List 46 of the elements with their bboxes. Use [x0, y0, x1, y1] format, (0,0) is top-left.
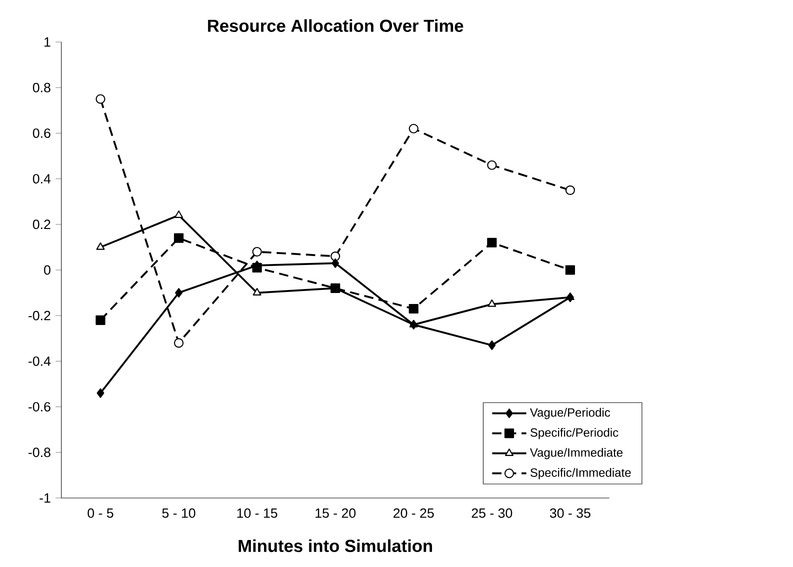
point — [96, 94, 106, 104]
point — [408, 124, 418, 134]
legend-label: Vague/Immediate — [530, 448, 623, 460]
y-tick-label: -1 — [40, 493, 50, 503]
x-tick-label: 0 - 5 — [88, 508, 114, 518]
y-tick-label: 0.4 — [32, 174, 51, 184]
point — [410, 320, 418, 330]
point — [174, 338, 184, 348]
x-axis-title: Minutes into Simulation — [238, 539, 432, 552]
y-tick-label: -0.8 — [28, 448, 50, 458]
point — [330, 283, 340, 294]
point — [332, 258, 340, 268]
x-tick-label: 5 - 10 — [162, 508, 196, 518]
x-tick-label: 15 - 20 — [316, 508, 356, 518]
legend-label: Specific/Periodic — [530, 428, 618, 440]
y-tick-label: -0.2 — [28, 310, 50, 320]
y-tick-label: -0.6 — [28, 402, 50, 412]
point — [330, 252, 340, 262]
point — [175, 288, 182, 298]
point — [174, 233, 184, 243]
point — [488, 299, 496, 307]
point — [488, 340, 496, 350]
point — [487, 238, 497, 248]
x-tick-label: 25 - 30 — [472, 508, 512, 518]
point — [252, 246, 262, 257]
point — [174, 210, 183, 218]
chart-title: Resource Allocation Over Time — [208, 19, 464, 32]
y-tick-label: -0.4 — [28, 356, 51, 366]
legend-label: Vague/Periodic — [530, 408, 610, 420]
x-tick-label: 20 - 25 — [394, 508, 434, 518]
x-tick-label: 10 - 15 — [237, 508, 278, 518]
point — [565, 185, 575, 195]
y-tick-label: 0.6 — [32, 128, 50, 138]
point — [487, 160, 497, 170]
x-tick-label: 30 - 35 — [550, 508, 590, 518]
point — [408, 304, 418, 314]
y-tick-label: 0 — [44, 265, 50, 275]
y-tick-label: 0.8 — [32, 82, 50, 92]
point — [96, 388, 104, 398]
point — [96, 315, 106, 325]
legend-label: Specific/Immediate — [530, 468, 631, 480]
y-tick-label: 1 — [44, 37, 50, 47]
point — [252, 288, 262, 296]
point — [96, 242, 105, 250]
point — [565, 265, 575, 275]
y-tick-label: 0.2 — [32, 220, 50, 230]
